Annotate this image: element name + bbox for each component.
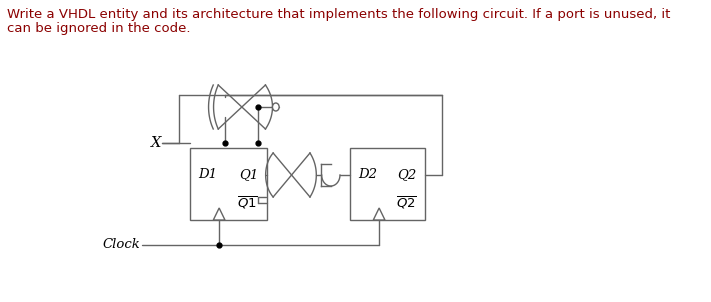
Polygon shape [373,208,385,220]
Text: D2: D2 [358,169,378,182]
Bar [190,148,267,220]
Text: Clock: Clock [102,239,140,252]
Text: Write a VHDL entity and its architecture that implements the following circuit. : Write a VHDL entity and its architecture… [6,8,670,21]
Text: Q1: Q1 [239,169,258,182]
Circle shape [272,103,279,111]
Bar [350,148,425,220]
Text: D1: D1 [198,169,218,182]
Text: $\overline{\mathit{Q1}}$: $\overline{\mathit{Q1}}$ [237,195,258,211]
Text: Q2: Q2 [397,169,417,182]
Text: can be ignored in the code.: can be ignored in the code. [6,22,190,35]
Polygon shape [213,208,225,220]
Text: X: X [151,136,161,150]
Text: $\overline{\mathit{Q2}}$: $\overline{\mathit{Q2}}$ [396,195,417,211]
